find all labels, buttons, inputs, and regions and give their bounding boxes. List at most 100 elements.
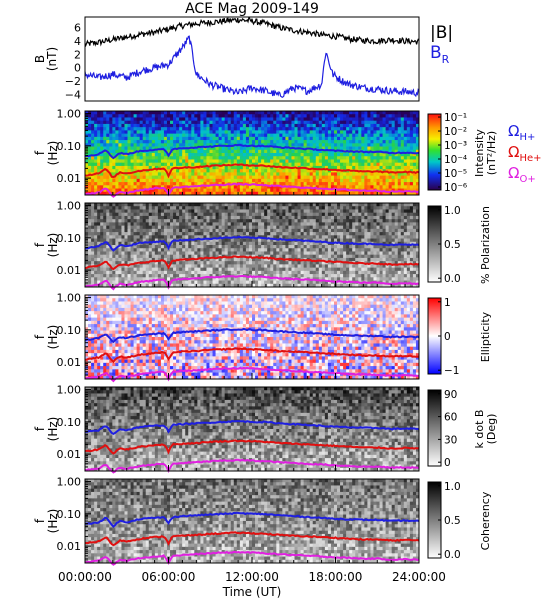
heatmap-cell: [291, 203, 295, 207]
heatmap-cell: [200, 182, 204, 186]
heatmap-cell: [154, 182, 159, 186]
heatmap-cell: [236, 248, 241, 252]
heatmap-cell: [151, 130, 156, 135]
heatmap-cell: [261, 225, 265, 230]
heatmap-cell: [394, 120, 399, 125]
heatmap-cell: [258, 185, 262, 189]
heatmap-cell: [242, 178, 247, 183]
heatmap-cell: [106, 182, 110, 186]
heatmap-cell: [206, 172, 210, 177]
heatmap-cell: [288, 235, 292, 239]
heatmap-cell: [397, 175, 402, 180]
heatmap-cell: [364, 219, 368, 223]
heatmap-cell: [258, 206, 262, 210]
heatmap-cell: [139, 156, 144, 160]
heatmap-cell: [324, 185, 329, 189]
heatmap-cell: [318, 165, 323, 170]
heatmap-cell: [245, 251, 250, 256]
heatmap-cell: [349, 212, 353, 217]
heatmap-cell: [239, 133, 244, 138]
heatmap-cell: [124, 219, 128, 223]
field-frame: [84, 16, 420, 102]
heatmap-cell: [297, 123, 301, 128]
heatmap-cell: [179, 245, 183, 249]
heatmap-cell: [133, 254, 138, 259]
heatmap-cell: [367, 156, 371, 160]
heatmap-cell: [121, 114, 125, 118]
heatmap-cell: [185, 111, 189, 115]
heatmap-cell: [197, 235, 201, 239]
heatmap-cell: [270, 238, 274, 243]
heatmap-cell: [103, 222, 107, 227]
heatmap-cell: [352, 146, 356, 151]
heatmap-cell: [206, 133, 210, 138]
heatmap-cell: [276, 215, 280, 220]
heatmap-cell: [197, 146, 201, 151]
heatmap-cell: [261, 238, 265, 243]
heatmap-cell: [352, 219, 356, 223]
heatmap-cell: [300, 225, 305, 230]
heatmap-cell: [100, 228, 104, 233]
heatmap-cell: [330, 140, 335, 144]
heatmap-cell: [321, 228, 326, 233]
heatmap-cell: [370, 232, 374, 236]
heatmap-cell: [358, 156, 362, 160]
heatmap-cell: [330, 191, 335, 196]
heatmap-cell: [136, 185, 141, 189]
heatmap-cell: [194, 123, 198, 128]
heatmap-cell: [315, 209, 320, 214]
heatmap-cell: [397, 219, 402, 223]
heatmap-cell: [91, 162, 95, 167]
heatmap-cell: [103, 117, 107, 122]
heatmap-cell: [255, 149, 259, 154]
heatmap-cell: [124, 117, 128, 122]
heatmap-cell: [321, 238, 326, 243]
heatmap-cell: [121, 127, 125, 131]
heatmap-cell: [221, 251, 226, 256]
heatmap-cell: [337, 114, 341, 118]
heatmap-cell: [148, 143, 153, 147]
heatmap-cell: [370, 156, 374, 160]
heatmap-cell: [337, 257, 341, 262]
heatmap-cell: [288, 232, 292, 236]
heatmap-cell: [109, 123, 113, 128]
heatmap-cell: [343, 254, 347, 259]
heatmap-cell: [112, 120, 116, 125]
heatmap-cell: [194, 215, 198, 220]
heatmap-cell: [333, 162, 338, 167]
heatmap-cell: [218, 228, 223, 233]
heatmap-cell: [185, 156, 189, 160]
heatmap-cell: [245, 245, 250, 249]
heatmap-cell: [151, 245, 156, 249]
heatmap-cell: [385, 146, 390, 151]
heatmap-cell: [264, 212, 268, 217]
heatmap-cell: [318, 191, 323, 196]
heatmap-cell: [337, 212, 341, 217]
heatmap-cell: [215, 251, 219, 256]
heatmap-cell: [258, 178, 262, 183]
heatmap-cell: [409, 203, 414, 207]
heatmap-cell: [170, 111, 174, 115]
heatmap-cell: [312, 165, 317, 170]
heatmap-cell: [130, 219, 134, 223]
heatmap-cell: [103, 225, 107, 230]
heatmap-cell: [303, 248, 308, 252]
heatmap-cell: [151, 238, 156, 243]
heatmap-cell: [85, 143, 89, 147]
heatmap-cell: [230, 178, 235, 183]
heatmap-cell: [127, 117, 131, 122]
heatmap-cell: [236, 123, 241, 128]
heatmap-cell: [227, 219, 232, 223]
heatmap-cell: [288, 188, 292, 193]
heatmap-cell: [288, 136, 292, 141]
heatmap-cell: [273, 172, 277, 177]
heatmap-cell: [121, 206, 125, 210]
heatmap-cell: [403, 248, 408, 252]
heatmap-cell: [97, 117, 101, 122]
heatmap-cell: [297, 159, 301, 164]
heatmap-cell: [233, 165, 238, 170]
heatmap-cell: [100, 219, 104, 223]
heatmap-cell: [379, 191, 383, 196]
heatmap-cell: [358, 248, 362, 252]
heatmap-cell: [163, 175, 168, 180]
